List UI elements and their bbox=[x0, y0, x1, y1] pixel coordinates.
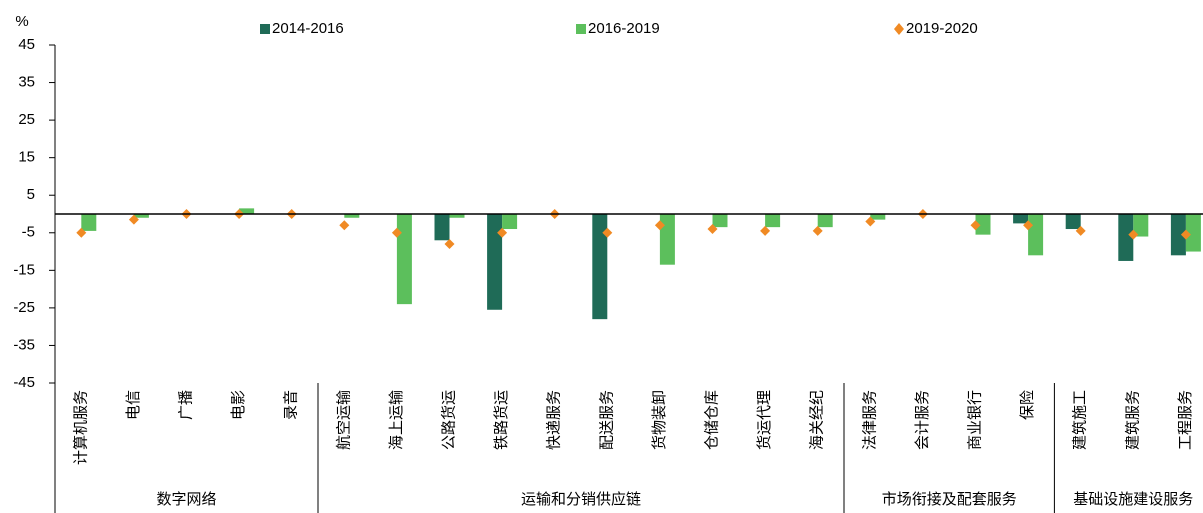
x-tick-label: 仓储仓库 bbox=[703, 390, 720, 450]
bar bbox=[502, 214, 518, 230]
bar bbox=[487, 214, 503, 310]
x-tick-label: 计算机服务 bbox=[71, 390, 89, 465]
x-tick-label: 会计服务 bbox=[914, 390, 931, 450]
x-tick-label: 快递服务 bbox=[546, 390, 563, 450]
x-tick-label: 建筑服务 bbox=[1124, 390, 1141, 450]
bar bbox=[396, 214, 412, 305]
legend-swatch bbox=[260, 24, 270, 34]
bar bbox=[1170, 214, 1186, 256]
group-label: 基础设施建设服务 bbox=[1073, 491, 1193, 508]
y-tick-label: -15 bbox=[13, 261, 35, 278]
legend-swatch bbox=[576, 24, 586, 34]
x-tick-label: 广播 bbox=[177, 390, 194, 420]
bar bbox=[1185, 214, 1201, 252]
bar bbox=[817, 214, 833, 228]
diamond-marker bbox=[1128, 229, 1139, 240]
x-tick-label: 海上运输 bbox=[388, 390, 405, 450]
group-label: 市场衔接及配套服务 bbox=[882, 491, 1017, 508]
legend-label: 2016-2019 bbox=[588, 20, 660, 37]
y-tick-label: -25 bbox=[13, 299, 35, 316]
bar bbox=[1065, 214, 1081, 230]
bar bbox=[344, 214, 360, 218]
diamond-marker bbox=[76, 227, 87, 238]
diamond-marker bbox=[602, 227, 613, 238]
x-tick-label: 公路货运 bbox=[440, 390, 457, 450]
legend-label: 2019-2020 bbox=[906, 20, 978, 37]
diamond-marker bbox=[707, 224, 718, 235]
x-tick-label: 电信 bbox=[125, 390, 142, 420]
diamond-marker bbox=[497, 227, 508, 238]
diamond-marker bbox=[1023, 220, 1034, 231]
diamond-marker bbox=[339, 220, 350, 231]
bar bbox=[592, 214, 608, 320]
diamond-marker bbox=[760, 225, 771, 236]
bar bbox=[1013, 214, 1029, 224]
group-label: 数字网络 bbox=[156, 491, 216, 508]
bar bbox=[239, 208, 255, 214]
bar bbox=[659, 214, 675, 265]
x-tick-label: 航空运输 bbox=[335, 390, 352, 450]
x-tick-label: 货物装卸 bbox=[651, 390, 668, 450]
diamond-marker bbox=[128, 214, 139, 225]
group-label: 运输和分销供应链 bbox=[521, 490, 641, 508]
diamond-marker bbox=[1180, 229, 1191, 240]
y-tick-label: -5 bbox=[22, 224, 35, 241]
x-tick-label: 配送服务 bbox=[598, 390, 615, 450]
x-tick-label: 工程服务 bbox=[1177, 390, 1194, 450]
x-tick-label: 建筑施工 bbox=[1072, 390, 1089, 450]
y-tick-label: -35 bbox=[13, 336, 35, 353]
x-tick-label: 法律服务 bbox=[861, 390, 878, 450]
bar bbox=[765, 214, 781, 228]
x-tick-label: 铁路货运 bbox=[493, 390, 510, 450]
bar bbox=[449, 214, 465, 218]
y-tick-label: 35 bbox=[18, 74, 35, 91]
y-tick-label: 25 bbox=[18, 111, 35, 128]
y-tick-label: 45 bbox=[18, 36, 35, 53]
x-tick-label: 录音 bbox=[283, 390, 300, 420]
diamond-marker bbox=[654, 220, 665, 231]
bar bbox=[1118, 214, 1134, 261]
diamond-marker bbox=[444, 239, 455, 250]
x-tick-label: 海关经纪 bbox=[809, 390, 826, 450]
x-tick-label: 保险 bbox=[1019, 390, 1036, 420]
y-tick-label: -45 bbox=[13, 374, 35, 391]
y-tick-label: 15 bbox=[18, 149, 35, 166]
bar bbox=[870, 214, 886, 220]
legend-label: 2014-2016 bbox=[272, 20, 344, 37]
legend-swatch bbox=[894, 23, 904, 35]
x-tick-label: 电影 bbox=[230, 390, 247, 420]
bar bbox=[975, 214, 991, 235]
bar bbox=[434, 214, 450, 241]
x-tick-label: 商业银行 bbox=[966, 390, 983, 450]
y-unit: % bbox=[15, 13, 28, 30]
y-tick-label: 5 bbox=[27, 186, 35, 203]
bar bbox=[81, 214, 97, 231]
diamond-marker bbox=[812, 225, 823, 236]
diamond-marker bbox=[970, 220, 981, 231]
diamond-marker bbox=[391, 227, 402, 238]
bar bbox=[1028, 214, 1044, 256]
bar bbox=[712, 214, 728, 228]
diamond-marker bbox=[865, 216, 876, 227]
bar bbox=[1133, 214, 1149, 237]
diamond-marker bbox=[1075, 225, 1086, 236]
bar bbox=[133, 214, 149, 218]
x-tick-label: 货运代理 bbox=[756, 390, 773, 450]
